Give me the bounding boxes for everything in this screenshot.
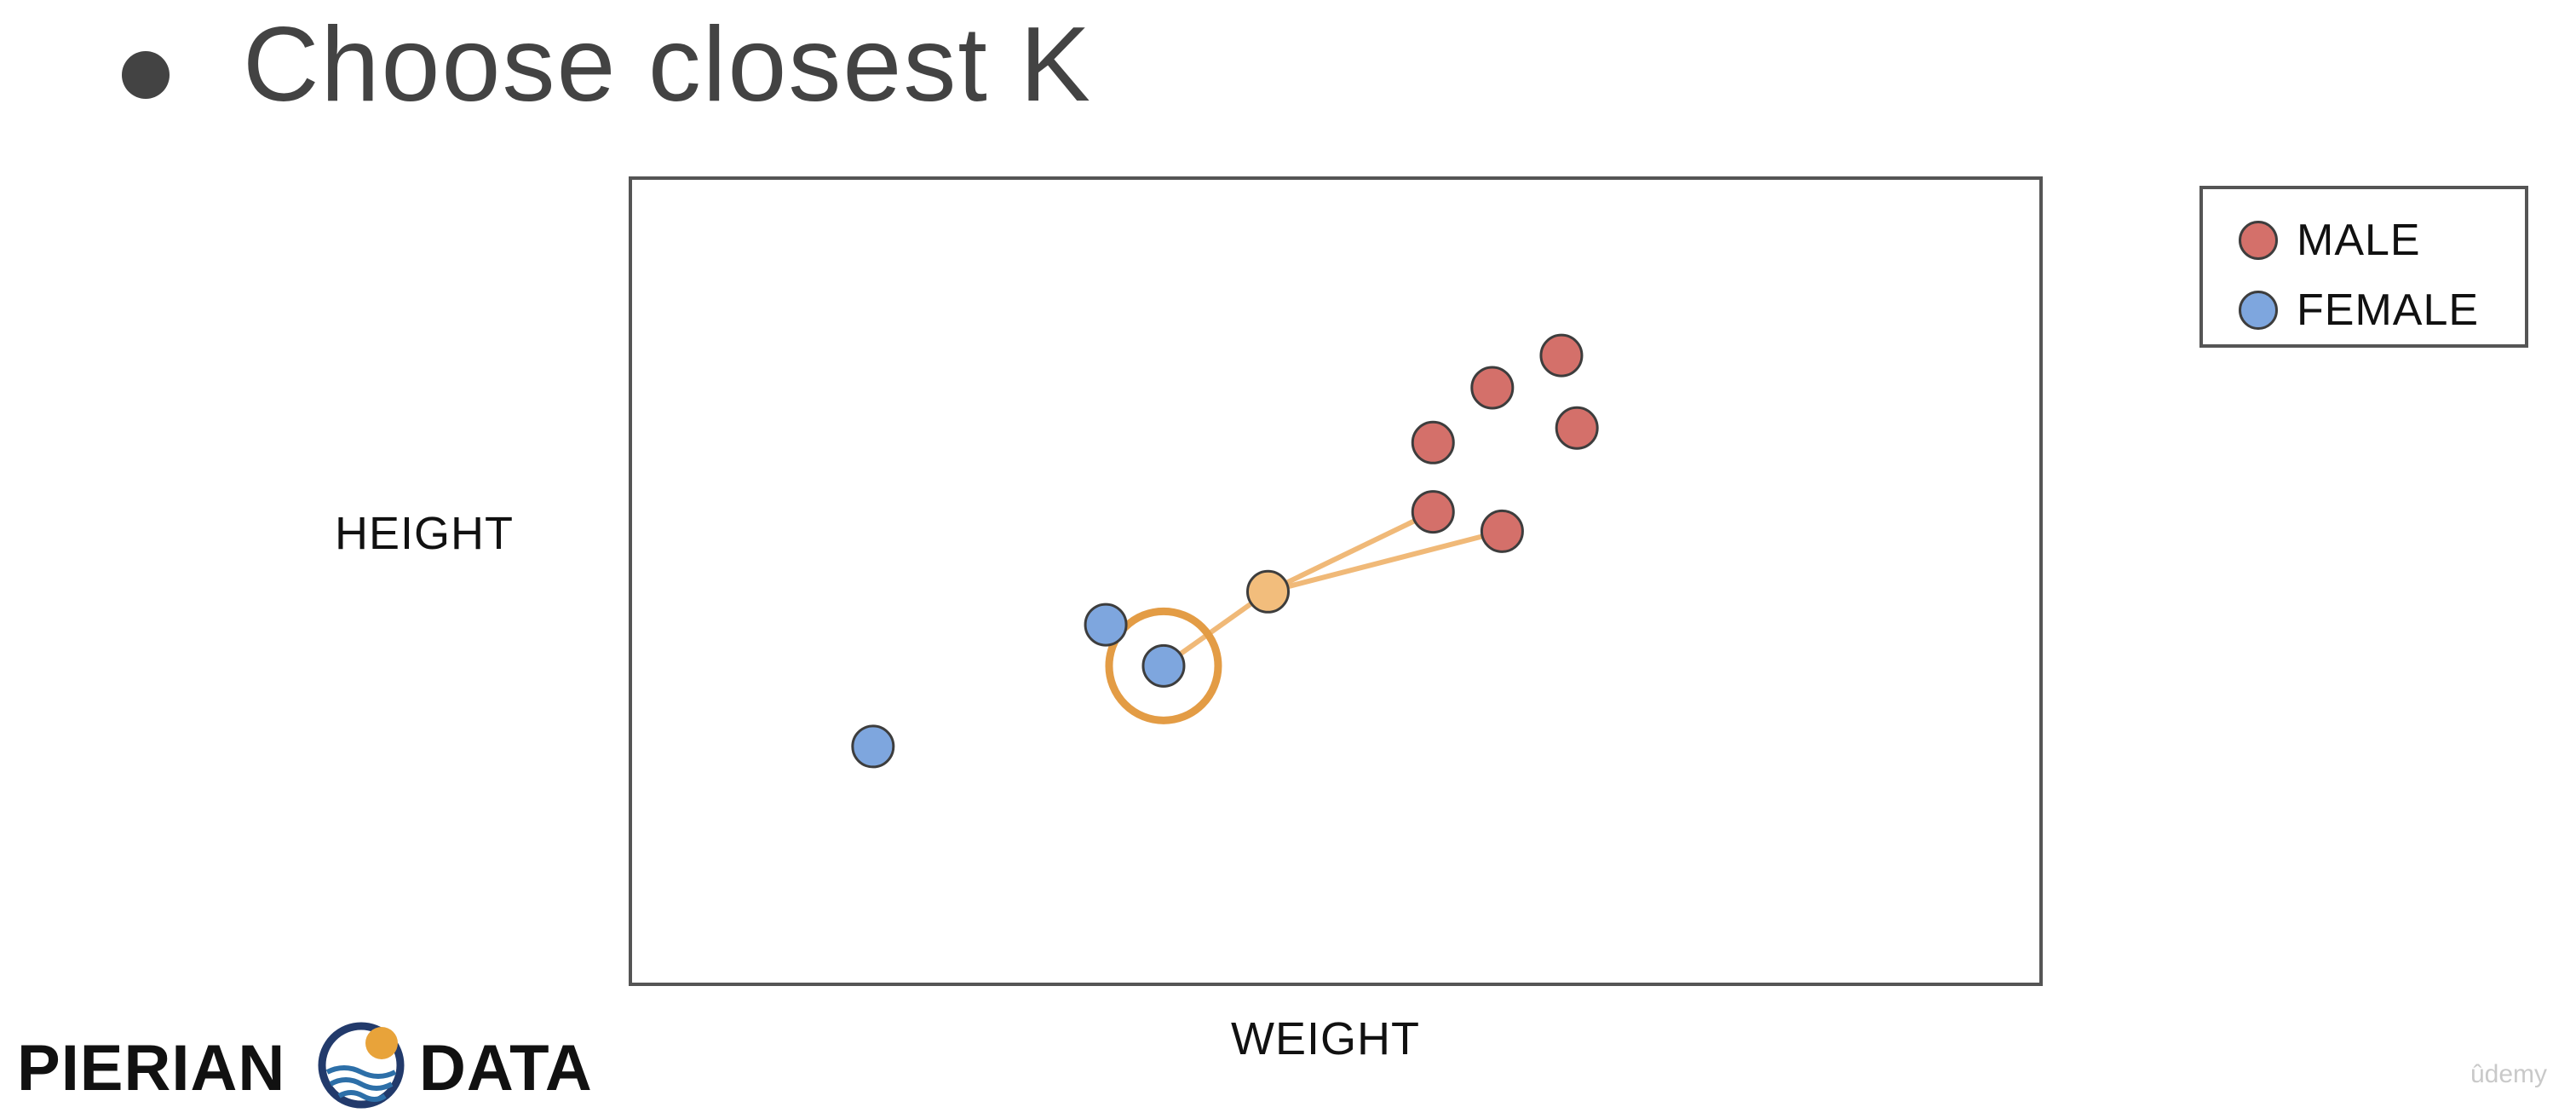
legend-label-female: FEMALE — [2297, 285, 2480, 335]
plot-frame — [629, 176, 2043, 986]
legend: MALE FEMALE — [2199, 186, 2528, 348]
legend-item-male: MALE — [2239, 215, 2421, 266]
male-point-2 — [1470, 366, 1515, 410]
logo-globe-icon — [318, 1022, 405, 1109]
legend-item-female: FEMALE — [2239, 285, 2479, 336]
highlight-ring — [1105, 607, 1222, 724]
legend-label-male: MALE — [2297, 216, 2421, 265]
male-point-1 — [1539, 333, 1584, 378]
logo-word-right: DATA — [419, 1032, 593, 1104]
female-point-1 — [1084, 603, 1128, 647]
bullet-dot — [122, 51, 170, 99]
neighbor-link-1 — [1267, 509, 1435, 594]
male-point-5 — [1411, 490, 1455, 534]
query-point — [1246, 569, 1291, 614]
neighbor-link-2 — [1267, 528, 1504, 595]
male-point-3 — [1411, 420, 1455, 464]
legend-swatch-male — [2239, 221, 2278, 260]
male-point-6 — [1480, 509, 1524, 553]
udemy-watermark: ûdemy — [2470, 1060, 2548, 1088]
female-point-3 — [851, 724, 895, 769]
data-points — [851, 333, 1599, 769]
logo-word-left: PIERIAN — [17, 1032, 286, 1104]
slide-title: Choose closest K — [243, 6, 1092, 124]
female-point-2 — [1141, 643, 1186, 688]
y-axis-label: HEIGHT — [335, 508, 515, 559]
legend-swatch-female — [2239, 291, 2278, 330]
male-point-4 — [1555, 406, 1599, 450]
x-axis-label: WEIGHT — [1231, 1013, 1420, 1064]
